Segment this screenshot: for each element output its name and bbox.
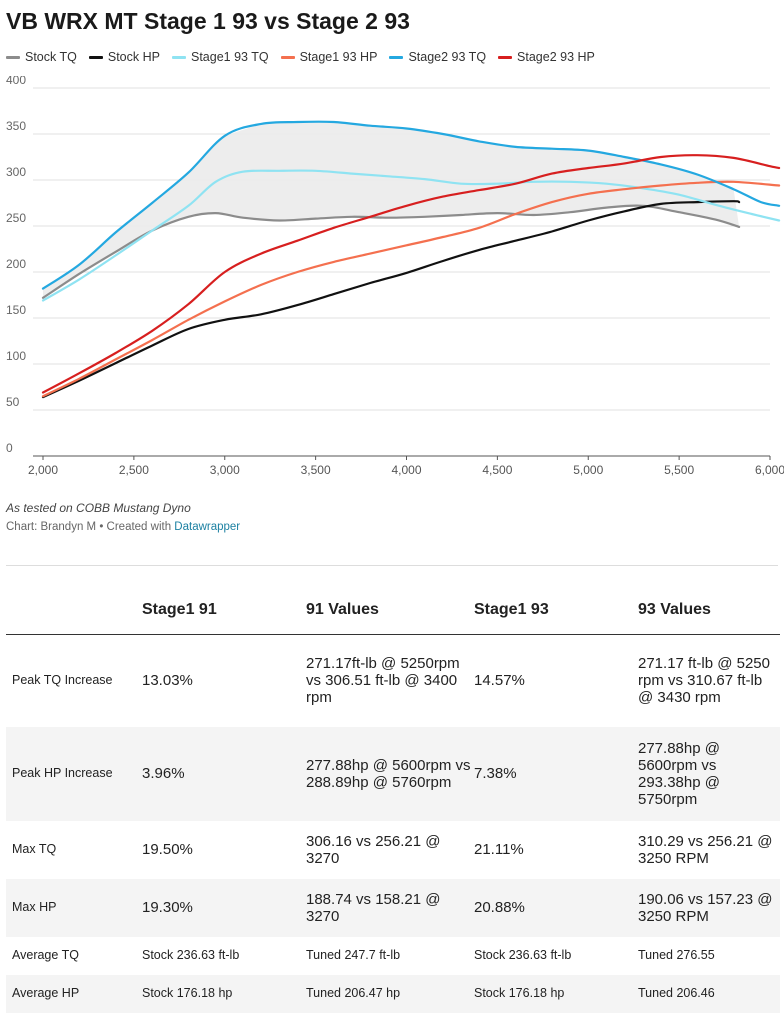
legend-swatch [498,55,513,59]
table-cell: 20.88% [474,899,525,916]
table-cell: 271.17ft-lb @ 5250rpm vs 306.51 ft-lb @ … [306,655,460,707]
x-tick-label: 3,000 [210,463,240,477]
comparison-table: Stage1 91 91 Values Stage1 93 93 Values … [6,596,780,1013]
y-tick-label: 200 [6,257,26,271]
row-label: Peak HP Increase [12,766,113,780]
table-row: Peak HP Increase 3.96% 277.88hp @ 5600rp… [6,726,780,821]
chart-note: As tested on COBB Mustang Dyno [6,501,191,515]
x-tick-label: 5,500 [664,463,694,477]
table-row: Average HP Stock 176.18 hp Tuned 206.47 … [6,974,780,1013]
y-tick-label: 350 [6,119,26,133]
legend-item: Stage2 93 HP [498,50,595,64]
row-label: Max HP [12,900,57,914]
table-cell: 7.38% [474,765,517,782]
table-row: Peak TQ Increase 13.03% 271.17ft-lb @ 52… [6,635,780,727]
credit-text: Chart: Brandyn M • Created with [6,521,175,533]
line-chart: 0 50 100 150 200 250 300 350 400 2,000 2,500 3,000 3… [6,76,784,477]
row-label: Peak TQ Increase [12,673,113,688]
table-cell: Tuned 276.55 [638,948,715,962]
series-line-stage1-93-hp [41,180,781,398]
x-tick-label: 2,000 [28,463,58,477]
table-cell: Stock 236.63 ft-lb [474,948,572,962]
table-cell: 21.11% [474,841,524,858]
legend-item: Stock TQ [6,50,77,64]
table-row: Max HP 19.30% 188.74 vs 158.21 @ 3270 20… [6,878,780,937]
table-cell: 3.96% [142,765,185,782]
x-tick-label: 3,500 [301,463,331,477]
table-cell: Stock 176.18 hp [142,986,233,1000]
legend-label: Stage1 93 TQ [190,50,269,64]
table-cell: 19.50% [142,841,193,858]
table-cell: Stock 236.63 ft-lb [142,948,240,962]
legend-swatch [389,55,404,59]
x-tick-label: 2,500 [119,463,149,477]
legend-item: Stage1 93 TQ [171,50,269,64]
legend-swatch [6,55,20,59]
y-tick-label: 0 [6,441,13,455]
series-line-stage1-93-tq [41,169,781,302]
table-cell: 277.88hp @ 5600rpm vs 293.38hp @ 5750rpm [638,739,720,808]
table-cell: 188.74 vs 158.21 @ 3270 [306,890,441,925]
y-tick-label: 400 [6,76,26,87]
legend-item: Stage1 93 HP [280,50,378,64]
legend-item: Stage2 93 TQ [389,50,486,64]
header-cell: Stage1 93 [474,601,549,618]
table-row: Max TQ 19.50% 306.16 vs 256.21 @ 3270 21… [6,821,780,879]
legend-label: Stage2 93 TQ [408,50,487,64]
legend-swatch [88,55,103,59]
legend-item: Stock HP [88,50,160,64]
legend-swatch [171,55,186,59]
table-cell: 190.06 vs 157.23 @ 3250 RPM [638,890,773,925]
legend-label: Stock TQ [25,50,77,64]
series-line-stage2-93-hp [41,154,781,394]
table-cell: Tuned 206.47 hp [306,986,401,1000]
table-cell: 306.16 vs 256.21 @ 3270 [306,832,441,867]
table-cell: 13.03% [142,672,193,690]
x-tick-label: 6,000 [755,463,784,477]
chart-credit: Chart: Brandyn M • Created with Datawrap… [6,521,240,533]
y-tick-label: 250 [6,211,26,225]
x-tick-label: 4,500 [482,463,512,477]
table-header-row: Stage1 91 91 Values Stage1 93 93 Values [6,596,780,635]
header-cell [6,596,142,635]
legend-label: Stage1 93 HP [299,50,378,64]
series-line-stage2-93-tq [41,120,781,290]
y-tick-label: 50 [6,395,20,409]
table-cell: 271.17 ft-lb @ 5250 rpm vs 310.67 ft-lb … [638,655,770,707]
row-label: Max TQ [12,842,57,856]
table-cell: 310.29 vs 256.21 @ 3250 RPM [638,832,773,867]
row-label: Average HP [12,986,80,1000]
chart-title: VB WRX MT Stage 1 93 vs Stage 2 93 [6,8,410,34]
table-cell: 19.30% [142,899,193,916]
table-row: Average TQ Stock 236.63 ft-lb Tuned 247.… [6,937,780,975]
table-cell: 277.88hp @ 5600rpm vs 288.89hp @ 5760rpm [306,756,471,791]
y-tick-label: 300 [6,165,26,179]
y-tick-label: 150 [6,303,26,317]
divider [6,565,778,566]
legend-label: Stock HP [107,50,160,64]
table-cell: Tuned 247.7 ft-lb [306,948,401,962]
header-cell: Stage1 91 [142,601,217,618]
header-cell: 91 Values [306,601,379,618]
header-cell: 93 Values [638,601,711,618]
y-tick-label: 100 [6,349,26,363]
x-tick-label: 5,000 [573,463,603,477]
table-cell: 14.57% [474,672,525,690]
datawrapper-link[interactable]: Datawrapper [174,521,241,533]
legend: Stock TQ Stock HP Stage1 93 TQ Stage1 93… [6,50,595,64]
series-line-stock-hp [41,200,741,399]
legend-swatch [280,55,295,59]
table-cell: Tuned 206.46 [638,986,715,1000]
legend-label: Stage2 93 HP [517,50,595,64]
x-tick-label: 4,000 [391,463,421,477]
row-label: Average TQ [12,948,79,962]
series-line-stock-tq [41,204,741,299]
table-cell: Stock 176.18 hp [474,986,565,1000]
